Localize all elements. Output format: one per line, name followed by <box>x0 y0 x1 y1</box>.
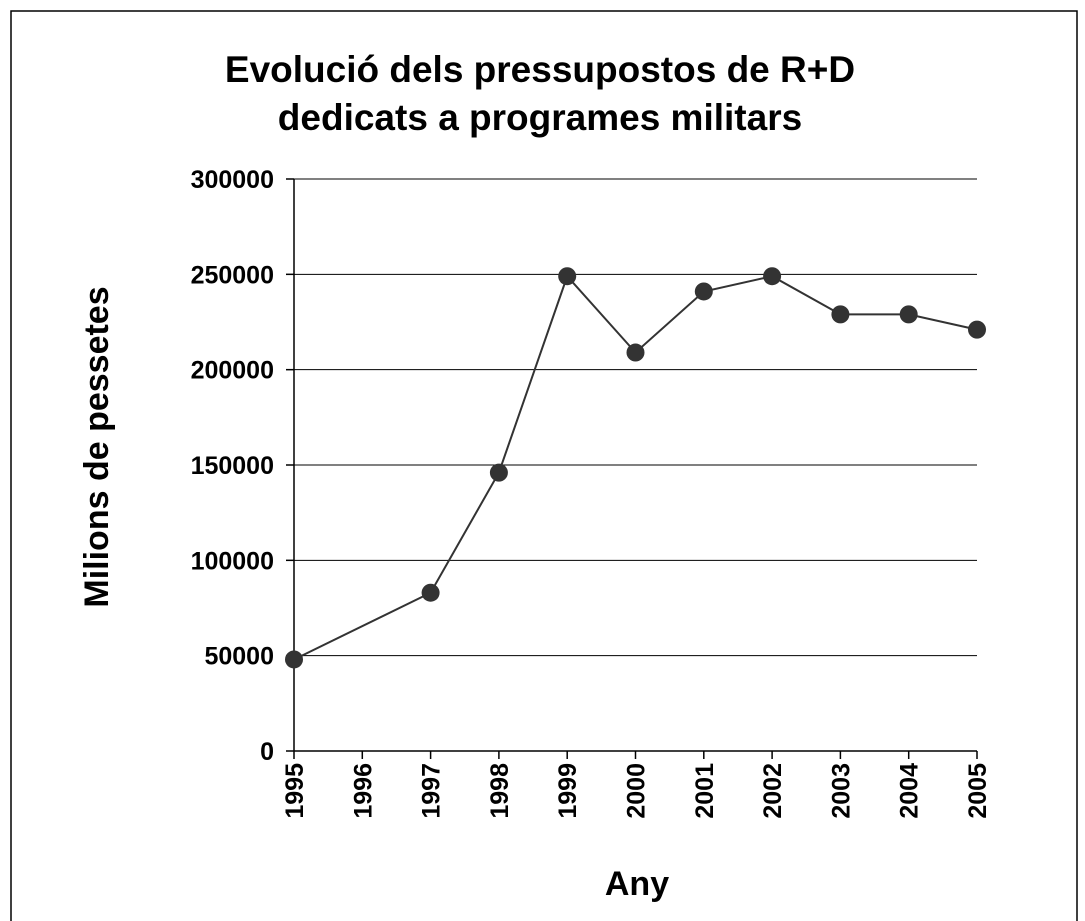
data-point <box>421 583 440 602</box>
chart-title: dedicats a programes militars <box>278 97 802 138</box>
data-point <box>489 463 508 482</box>
data-point <box>968 320 986 339</box>
x-tick-label: 1996 <box>349 763 377 819</box>
y-axis-label: Milions de pessetes <box>78 286 116 607</box>
x-tick-label: 1995 <box>281 763 309 819</box>
y-tick-label: 150000 <box>191 452 274 480</box>
data-point <box>899 305 918 324</box>
x-tick-label: 1999 <box>554 763 582 819</box>
x-tick-label: 2002 <box>759 763 787 819</box>
data-point <box>626 343 645 362</box>
data-point <box>831 305 850 324</box>
chart-frame <box>10 10 1078 921</box>
data-line <box>293 274 978 661</box>
x-tick-label: 1997 <box>418 763 446 819</box>
data-point <box>285 650 303 669</box>
x-tick-label: 2005 <box>964 763 992 819</box>
x-tick-label: 2000 <box>623 763 651 819</box>
x-tick-label: 2001 <box>691 763 719 819</box>
y-tick-label: 300000 <box>191 166 274 194</box>
x-axis-label: Any <box>605 865 669 903</box>
data-point <box>694 282 713 301</box>
y-tick-label: 0 <box>260 738 274 766</box>
y-tick-label: 250000 <box>191 261 274 289</box>
x-tick-label: 2004 <box>896 763 924 819</box>
y-tick-label: 50000 <box>204 643 274 671</box>
y-tick-label: 200000 <box>191 357 274 385</box>
y-tick-label: 100000 <box>191 547 274 575</box>
data-point <box>763 267 782 286</box>
data-point <box>558 267 577 286</box>
x-tick-label: 2003 <box>827 763 855 819</box>
chart-title: Evolució dels pressupostos de R+D <box>225 49 855 90</box>
x-tick-label: 1998 <box>486 763 514 819</box>
